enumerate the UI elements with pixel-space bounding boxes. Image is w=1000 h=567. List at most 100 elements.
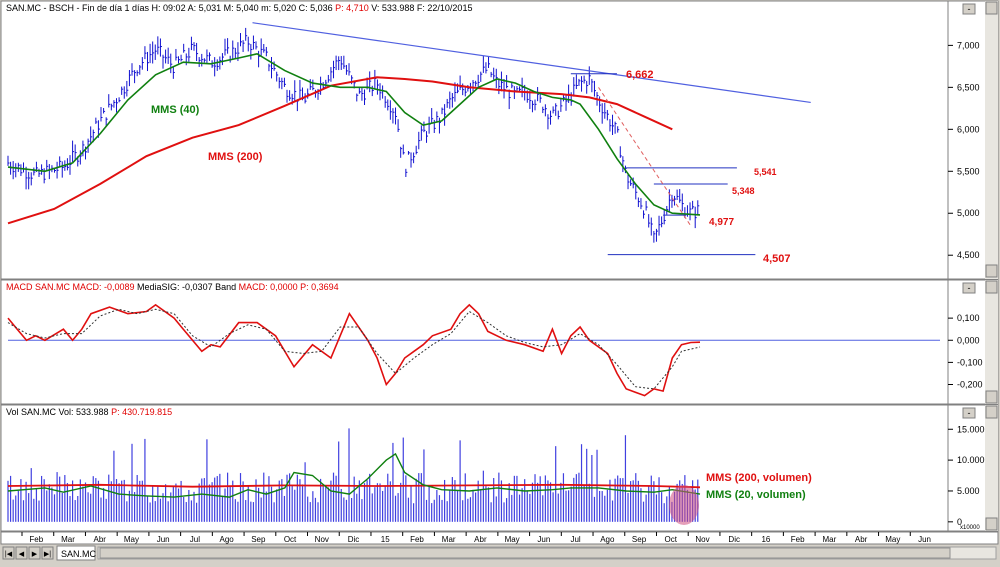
price-y-tick-label: 5,000: [957, 208, 980, 218]
volume-plot: [7, 428, 701, 522]
resistance-trendline: [252, 22, 811, 104]
x-axis-label: Dic: [728, 535, 740, 544]
macd-header-part: MediaSIG: -0,0307 Band: [135, 282, 237, 292]
volume-scale-note: x10000: [960, 525, 980, 531]
x-axis-label: Oct: [284, 535, 297, 544]
x-axis-label: May: [505, 535, 520, 544]
x-axis-label: Jun: [537, 535, 550, 544]
x-axis-label: May: [885, 535, 900, 544]
price-annotations: 6,662 5,541 5,348 4,977 4,507: [626, 69, 791, 265]
price-y-tick-label: 7,000: [957, 40, 980, 50]
volume-bars: [7, 428, 699, 522]
volume-scrollbar[interactable]: [985, 405, 998, 531]
annotation-4977: 4,977: [709, 217, 734, 228]
scroll-up-arrow-icon[interactable]: [985, 405, 998, 419]
price-y-tick-label: 5,500: [957, 166, 980, 176]
price-plot: [7, 22, 811, 256]
symbol-tab-label: SAN.MC: [61, 549, 97, 559]
macd-collapse-label: -: [968, 283, 971, 293]
nav-first-button[interactable]: |◀: [2, 546, 15, 560]
annotation-5348: 5,348: [732, 186, 755, 196]
macd-signal-line: [7, 308, 701, 390]
x-axis-label: 15: [381, 535, 390, 544]
annotation-5541: 5,541: [754, 167, 777, 177]
price-header-part: P: 4,710: [333, 3, 369, 13]
x-axis-label: Jun: [918, 535, 931, 544]
scroll-down-arrow-icon[interactable]: [985, 390, 998, 404]
x-axis-labels: Feb Mar Abr May Jun Jul Ago Sep Oct Nov Dic 15 Feb Ma…: [21, 532, 931, 544]
volume-header-part: Vol SAN.MC Vol: 533.988: [6, 407, 109, 417]
volume-ma200-label: MMS (200, volumen): [706, 472, 812, 484]
scrollbar-thumb[interactable]: [99, 547, 951, 559]
symbol-tab[interactable]: SAN.MC: [56, 545, 97, 561]
volume-y-tick-label: 15.000: [957, 424, 985, 434]
x-axis-label: May: [124, 535, 139, 544]
nav-next-icon: ▶: [32, 551, 38, 558]
macd-header: MACD SAN.MC MACD: -0,0089 MediaSIG: -0,0…: [6, 282, 339, 292]
nav-next-button[interactable]: ▶: [28, 546, 41, 560]
nav-last-icon: ▶|: [44, 551, 51, 558]
scroll-down-arrow-icon[interactable]: [985, 264, 998, 278]
price-y-axis: 7,000 6,500 6,000 5,500 5,000 4,500: [948, 40, 980, 260]
x-axis-label: Oct: [665, 535, 678, 544]
price-header: SAN.MC - BSCH - Fin de día 1 días H: 09:…: [6, 3, 472, 13]
x-axis-label: Mar: [442, 535, 456, 544]
scroll-down-arrow-icon[interactable]: [985, 517, 998, 531]
macd-header-part: MACD SAN.MC MACD: -0,0089: [6, 282, 135, 292]
x-axis-label: Nov: [695, 535, 709, 544]
horizontal-scrollbar[interactable]: [97, 546, 997, 560]
macd-plot: [7, 303, 940, 397]
price-header-part: V: 533.988 F: 22/10/2015: [369, 3, 473, 13]
price-scrollbar[interactable]: [985, 1, 998, 279]
x-axis-label: Feb: [410, 535, 424, 544]
x-axis-bar: Feb Mar Abr May Jun Jul Ago Sep Oct Nov Dic 15 Feb Ma…: [0, 531, 999, 545]
volume-ma200-line: [7, 483, 701, 489]
x-axis-label: Mar: [822, 535, 836, 544]
x-axis-label: Sep: [251, 535, 266, 544]
nav-prev-button[interactable]: ◀: [15, 546, 28, 560]
macd-y-tick-label: 0,100: [957, 313, 980, 323]
x-axis-label: Jul: [570, 535, 580, 544]
x-axis-label: Dic: [348, 535, 360, 544]
price-y-tick-label: 6,000: [957, 124, 980, 134]
volume-ma20-label: MMS (20, volumen): [706, 489, 806, 501]
bottom-navigation: |◀ ◀ ▶ ▶| SAN.MC: [0, 545, 1000, 562]
macd-header-part: MACD: 0,0000 P: 0,3694: [236, 282, 339, 292]
macd-panel: MACD SAN.MC MACD: -0,0089 MediaSIG: -0,0…: [0, 279, 999, 405]
volume-panel-frame: [0, 404, 999, 532]
macd-y-tick-label: -0,100: [957, 357, 983, 367]
volume-y-tick-label: 0: [957, 517, 962, 527]
x-axis-label: Abr: [93, 535, 106, 544]
scroll-up-arrow-icon[interactable]: [985, 1, 998, 15]
volume-y-tick-label: 5.000: [957, 486, 980, 496]
macd-y-axis: 0,100 0,000 -0,100 -0,200: [948, 313, 983, 390]
price-panel-frame: [0, 0, 999, 280]
x-axis-label: Feb: [791, 535, 805, 544]
x-axis-label: Jun: [157, 535, 170, 544]
price-collapse-button[interactable]: -: [962, 3, 976, 15]
price-header-part: SAN.MC - BSCH - Fin de día 1 días H: 09:…: [6, 3, 333, 13]
mms200-label: MMS (200): [208, 151, 263, 163]
volume-y-axis: 15.000 10.000 5.000 0: [948, 424, 985, 527]
price-y-tick-label: 6,500: [957, 82, 980, 92]
x-axis-label: Mar: [61, 535, 75, 544]
volume-collapse-button[interactable]: -: [962, 407, 976, 419]
x-axis-label: Ago: [600, 535, 615, 544]
x-axis-label: Jul: [190, 535, 200, 544]
macd-collapse-button[interactable]: -: [962, 282, 976, 294]
mms40-label: MMS (40): [151, 104, 200, 116]
macd-y-tick-label: -0,200: [957, 380, 983, 390]
x-axis-label: Nov: [315, 535, 329, 544]
volume-highlight-ellipse: [669, 485, 699, 525]
x-axis-label: Feb: [29, 535, 43, 544]
scroll-up-arrow-icon[interactable]: [985, 280, 998, 294]
price-panel: SAN.MC - BSCH - Fin de día 1 días H: 09:…: [0, 0, 999, 280]
x-axis-label: 16: [761, 535, 770, 544]
macd-y-tick-label: 0,000: [957, 335, 980, 345]
nav-last-button[interactable]: ▶|: [41, 546, 54, 560]
x-axis-label: Abr: [474, 535, 487, 544]
macd-panel-frame: [0, 279, 999, 405]
macd-scrollbar[interactable]: [985, 280, 998, 404]
